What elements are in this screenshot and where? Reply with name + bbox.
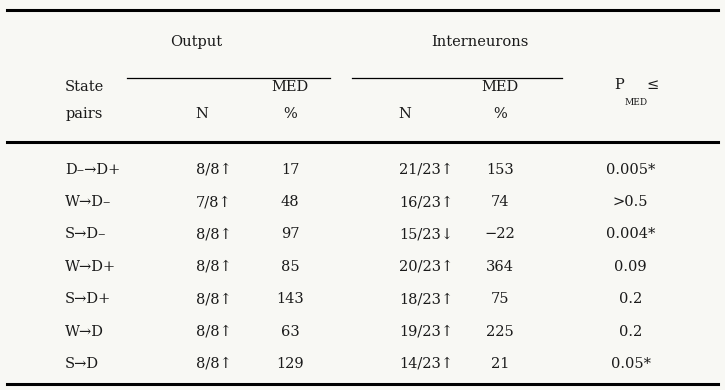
Text: Interneurons: Interneurons — [431, 35, 529, 49]
Text: W→D–: W→D– — [65, 195, 112, 209]
Text: S→D: S→D — [65, 357, 99, 371]
Text: N: N — [399, 107, 412, 121]
Text: State: State — [65, 80, 104, 94]
Text: 0.05*: 0.05* — [610, 357, 651, 371]
Text: 17: 17 — [281, 163, 299, 177]
Text: Output: Output — [170, 35, 223, 49]
Text: 153: 153 — [486, 163, 514, 177]
Text: D–→D+: D–→D+ — [65, 163, 120, 177]
Text: 8/8↑: 8/8↑ — [196, 260, 231, 274]
Text: MED: MED — [271, 80, 309, 94]
Text: 74: 74 — [491, 195, 510, 209]
Text: 85: 85 — [281, 260, 299, 274]
Text: 143: 143 — [276, 292, 304, 306]
Text: 8/8↑: 8/8↑ — [196, 227, 231, 241]
Text: S→D–: S→D– — [65, 227, 107, 241]
Text: S→D+: S→D+ — [65, 292, 112, 306]
Text: 20/23↑: 20/23↑ — [399, 260, 453, 274]
Text: MED: MED — [481, 80, 519, 94]
Text: 7/8↑: 7/8↑ — [196, 195, 231, 209]
Text: 15/23↓: 15/23↓ — [399, 227, 453, 241]
Text: 16/23↑: 16/23↑ — [399, 195, 453, 209]
Text: 75: 75 — [491, 292, 510, 306]
Text: 19/23↑: 19/23↑ — [399, 324, 453, 339]
Text: >0.5: >0.5 — [613, 195, 648, 209]
Text: 0.2: 0.2 — [619, 292, 642, 306]
Text: 225: 225 — [486, 324, 514, 339]
Text: ≤: ≤ — [646, 78, 658, 92]
Text: pairs: pairs — [65, 107, 103, 121]
Text: 364: 364 — [486, 260, 514, 274]
Text: 0.004*: 0.004* — [606, 227, 655, 241]
Text: 14/23↑: 14/23↑ — [399, 357, 453, 371]
Text: 8/8↑: 8/8↑ — [196, 324, 231, 339]
Text: 21/23↑: 21/23↑ — [399, 163, 453, 177]
Text: −22: −22 — [485, 227, 515, 241]
Text: W→D+: W→D+ — [65, 260, 117, 274]
Text: N: N — [196, 107, 209, 121]
Text: 48: 48 — [281, 195, 299, 209]
Text: 8/8↑: 8/8↑ — [196, 357, 231, 371]
Text: 18/23↑: 18/23↑ — [399, 292, 453, 306]
Text: MED: MED — [625, 98, 648, 107]
Text: 0.2: 0.2 — [619, 324, 642, 339]
Text: %: % — [494, 107, 507, 121]
Text: 21: 21 — [491, 357, 510, 371]
Text: 0.09: 0.09 — [614, 260, 647, 274]
Text: 129: 129 — [276, 357, 304, 371]
Text: W→D: W→D — [65, 324, 104, 339]
Text: 97: 97 — [281, 227, 299, 241]
Text: 63: 63 — [281, 324, 299, 339]
Text: 8/8↑: 8/8↑ — [196, 292, 231, 306]
Text: P: P — [614, 78, 623, 92]
Text: %: % — [283, 107, 297, 121]
Text: 8/8↑: 8/8↑ — [196, 163, 231, 177]
Text: 0.005*: 0.005* — [606, 163, 655, 177]
